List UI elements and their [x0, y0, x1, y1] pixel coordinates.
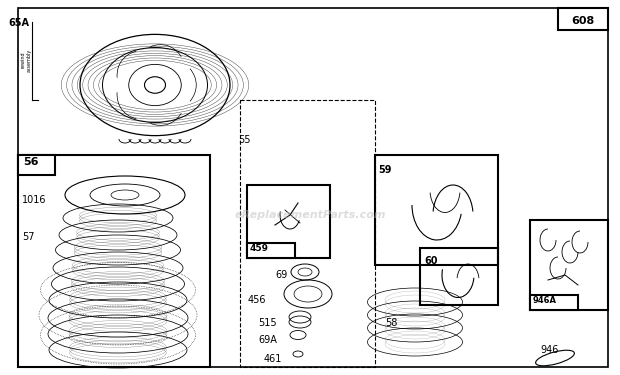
- Bar: [247, 185, 330, 258]
- Text: 946A: 946A: [533, 296, 557, 305]
- Bar: [247, 243, 295, 258]
- Text: 608: 608: [572, 16, 595, 26]
- Text: 58: 58: [385, 318, 397, 328]
- Bar: [18, 155, 55, 175]
- Text: 69A: 69A: [258, 335, 277, 345]
- Bar: [18, 155, 210, 367]
- Text: 1016: 1016: [22, 195, 46, 205]
- Text: 946: 946: [540, 345, 559, 355]
- Bar: [420, 248, 498, 305]
- Text: 56: 56: [23, 157, 38, 167]
- Bar: [530, 220, 608, 310]
- Text: 57: 57: [22, 232, 35, 242]
- Text: 55: 55: [238, 135, 250, 145]
- Bar: [530, 295, 578, 310]
- Text: rewind
assembly: rewind assembly: [20, 48, 32, 72]
- Text: 459: 459: [250, 244, 269, 253]
- Text: 461: 461: [264, 354, 282, 364]
- Text: 456: 456: [248, 295, 267, 305]
- Text: 65A: 65A: [8, 18, 29, 28]
- Text: 69: 69: [275, 270, 287, 280]
- Bar: [558, 8, 608, 30]
- Bar: [240, 100, 375, 367]
- Text: 515: 515: [258, 318, 277, 328]
- Text: 59: 59: [378, 165, 391, 175]
- Bar: [375, 155, 498, 265]
- Text: 60: 60: [424, 256, 438, 266]
- Text: eReplacementParts.com: eReplacementParts.com: [234, 210, 386, 220]
